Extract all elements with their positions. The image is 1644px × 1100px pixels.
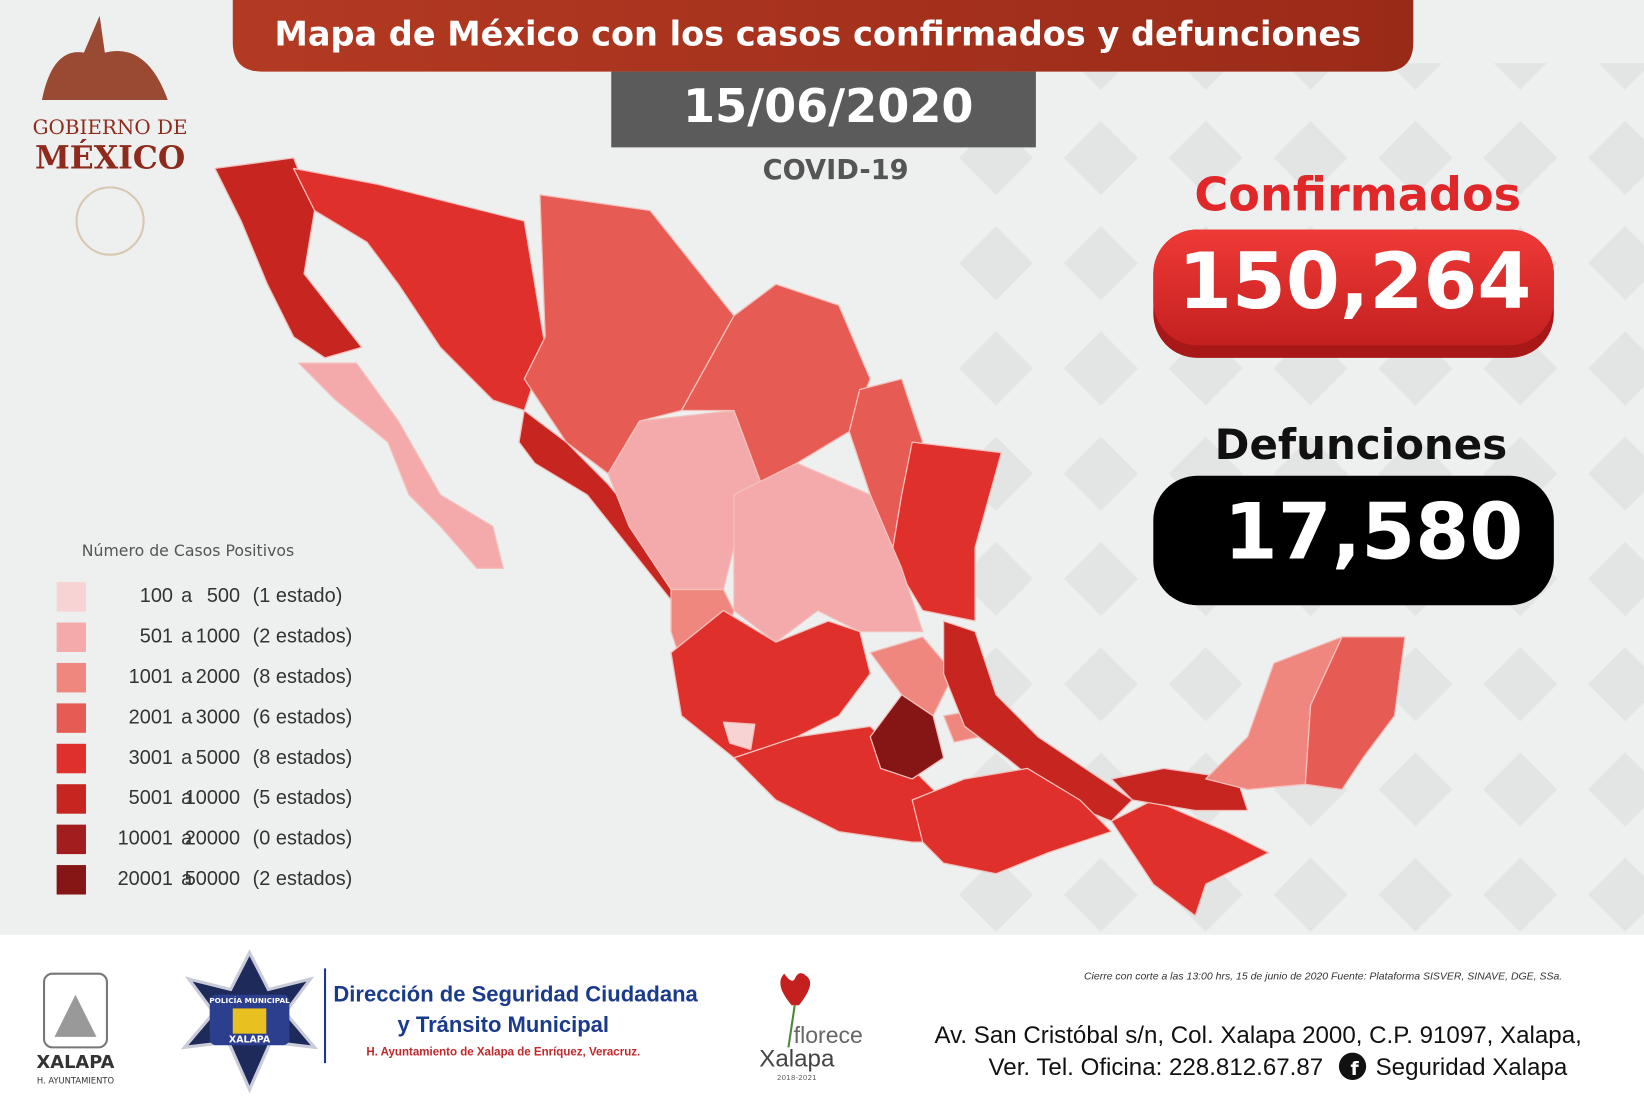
address-line1: Av. San Cristóbal s/n, Col. Xalapa 2000,…: [935, 1022, 1582, 1049]
florece-word: florece: [794, 1022, 863, 1048]
legend-swatch: [56, 703, 86, 733]
confirmed-label: Confirmados: [1194, 167, 1521, 221]
legend-min: 20001: [118, 868, 173, 890]
gov-line2: MÉXICO: [35, 138, 185, 176]
legend-connector: a: [181, 747, 193, 769]
legend-count: (8 estados): [253, 747, 353, 769]
legend-count: (5 estados): [253, 787, 353, 809]
legend-connector: a: [181, 666, 193, 688]
legend-count: (8 estados): [253, 666, 353, 688]
legend-connector: a: [181, 828, 193, 850]
legend-max: 20000: [185, 828, 240, 850]
legend: 100 a 500 (1 estado)501 a 1000 (2 estados)1001…: [56, 582, 353, 895]
xalapa-logo: XALAPA H. AYUNTAMIENTO: [37, 972, 115, 1086]
legend-connector: a: [181, 868, 193, 890]
org-line2: y Tránsito Municipal: [398, 1012, 610, 1037]
legend-connector: a: [181, 787, 193, 809]
legend-count: (2 estados): [253, 626, 353, 648]
legend-connector: a: [181, 626, 193, 648]
legend-swatch: [56, 662, 86, 693]
address-line2: Ver. Tel. Oficina: 228.812.67.87: [989, 1054, 1324, 1081]
florece-years: 2018-2021: [777, 1073, 817, 1082]
legend-min: 2001: [129, 706, 173, 728]
gov-line1: GOBIERNO DE: [33, 115, 188, 139]
legend-swatch: [56, 784, 86, 814]
florece-city: Xalapa: [759, 1045, 835, 1072]
legend-title: Número de Casos Positivos: [82, 541, 294, 560]
date-box: [611, 71, 1036, 148]
social: Seguridad Xalapa: [1376, 1054, 1568, 1081]
legend-min: 10001: [118, 828, 173, 850]
legend-max: 2000: [196, 666, 240, 688]
confirmed-pill: [1153, 229, 1554, 346]
confirmed-value: 150,264: [1178, 237, 1531, 327]
legend-max: 3000: [196, 706, 240, 728]
badge-top: POLICÍA MUNICIPAL: [209, 996, 290, 1005]
legend-max: 5000: [196, 747, 240, 769]
legend-min: 5001: [129, 787, 173, 809]
legend-count: (1 estado): [253, 585, 343, 607]
legend-count: (0 estados): [253, 828, 353, 850]
legend-min: 501: [140, 626, 173, 648]
legend-swatch: [56, 622, 86, 652]
org-line1: Dirección de Seguridad Ciudadana: [333, 982, 698, 1007]
florece-logo: florece Xalapa 2018-2021: [759, 973, 863, 1082]
facebook-glyph: f: [1351, 1058, 1360, 1080]
deaths-label: Defunciones: [1215, 420, 1507, 469]
xalapa-name: XALAPA: [37, 1052, 115, 1073]
mexico-map: [214, 157, 1406, 917]
legend-swatch: [56, 824, 86, 855]
legend-swatch: [56, 582, 86, 612]
facebook-icon: [1338, 1052, 1367, 1080]
legend-connector: a: [181, 585, 193, 607]
title-banner: [232, 0, 1414, 72]
legend-count: (2 estados): [253, 868, 353, 890]
source-note: Cierre con corte a las 13:00 hrs, 15 de …: [1084, 971, 1562, 983]
org-line3: H. Ayuntamiento de Xalapa de Enríquez, V…: [366, 1047, 640, 1059]
deaths-value: 17,580: [1224, 487, 1523, 577]
legend-max: 1000: [196, 626, 240, 648]
gov-logo: GOBIERNO DE MÉXICO: [33, 15, 188, 256]
legend-max: 10000: [185, 787, 240, 809]
legend-count: (6 estados): [253, 706, 353, 728]
deaths-pill: [1153, 475, 1554, 606]
legend-min: 100: [140, 585, 173, 607]
date: 15/06/2020: [683, 79, 973, 133]
legend-min: 3001: [129, 747, 173, 769]
xalapa-sub: H. AYUNTAMIENTO: [37, 1076, 115, 1086]
police-badge: POLICÍA MUNICIPAL XALAPA: [180, 949, 319, 1094]
subtitle: COVID-19: [763, 155, 909, 186]
badge-bottom: XALAPA: [229, 1034, 271, 1045]
legend-swatch: [56, 865, 86, 895]
legend-min: 1001: [129, 666, 173, 688]
legend-swatch: [56, 743, 86, 774]
legend-max: 50000: [185, 868, 240, 890]
legend-connector: a: [181, 706, 193, 728]
title: Mapa de México con los casos confirmados…: [274, 14, 1361, 53]
legend-max: 500: [207, 585, 240, 607]
